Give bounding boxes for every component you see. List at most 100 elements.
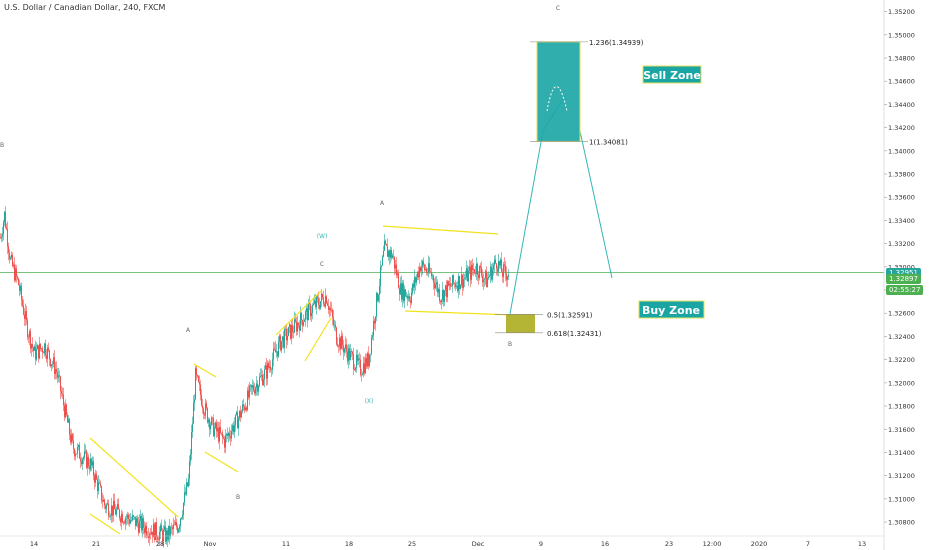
candle-body — [429, 263, 430, 272]
candle-body — [414, 277, 415, 288]
wave-label: C — [556, 5, 560, 12]
candle-body — [353, 354, 354, 370]
candle-body — [173, 524, 174, 530]
price-tick-label: 1.32000 — [888, 379, 915, 387]
candle-body — [154, 523, 155, 541]
candle-body — [368, 353, 369, 367]
candle-body — [370, 353, 371, 355]
candle-body — [310, 304, 311, 317]
candle-body — [170, 527, 171, 537]
candle-body — [335, 324, 336, 328]
candle-body — [112, 505, 113, 516]
price-tick-label: 1.30800 — [888, 519, 915, 527]
candle-body — [41, 348, 42, 350]
candle-body — [417, 271, 418, 278]
time-tick-label: 11 — [282, 540, 290, 548]
candle-body — [383, 250, 384, 257]
candle-body — [404, 289, 405, 302]
candle-body — [243, 404, 244, 407]
candle-body — [297, 322, 298, 332]
time-tick-label: 28 — [156, 540, 164, 548]
candle-body — [364, 363, 365, 374]
candle-body — [182, 514, 183, 518]
candle-body — [280, 335, 281, 351]
candle-body — [343, 345, 344, 353]
candle-body — [30, 331, 31, 349]
price-tick-label: 1.32400 — [888, 333, 915, 341]
candle-body — [94, 475, 95, 483]
time-tick-label: Dec — [472, 540, 485, 548]
candle-body — [1, 236, 2, 239]
trendline — [89, 513, 121, 535]
candle-body — [61, 391, 62, 394]
candle-body — [0, 237, 1, 239]
candle-body — [352, 351, 353, 355]
time-tick-label: 21 — [92, 540, 100, 548]
candle-body — [119, 509, 120, 519]
candle-body — [285, 329, 286, 330]
price-tick-label: 1.32600 — [888, 310, 915, 318]
candle-body — [210, 424, 211, 430]
candle-body — [132, 515, 133, 521]
candle-body — [45, 343, 46, 356]
candle-body — [381, 265, 382, 267]
price-tick-label: 1.31200 — [888, 472, 915, 480]
candle-body — [82, 459, 83, 465]
candle-body — [123, 522, 124, 523]
candle-body — [122, 513, 123, 523]
time-tick-label: 14 — [30, 540, 38, 548]
candle-body — [346, 344, 347, 352]
candle-body — [120, 518, 121, 523]
candle-body — [73, 440, 74, 450]
candle-body — [137, 518, 138, 524]
candle-body — [497, 268, 498, 272]
candle-body — [201, 394, 202, 406]
candle-body — [238, 418, 239, 429]
candle-body — [406, 295, 407, 297]
candle-body — [109, 516, 110, 517]
candle-body — [440, 301, 441, 303]
candle-body — [140, 516, 141, 521]
candle-body — [86, 450, 87, 468]
price-tick-label: 1.33800 — [888, 171, 915, 179]
candle-body — [129, 519, 130, 524]
candle-body — [52, 363, 53, 365]
candle-body — [49, 350, 50, 359]
trendline — [382, 225, 499, 235]
candle-body — [83, 457, 84, 460]
candle-body — [194, 399, 195, 404]
candle-body — [44, 343, 45, 354]
candle-body — [471, 264, 472, 280]
candle-body — [232, 425, 233, 432]
candle-body — [259, 377, 260, 386]
candle-body — [32, 344, 33, 348]
candle-body — [450, 283, 451, 287]
candle-body — [486, 271, 487, 288]
candle-body — [85, 450, 86, 452]
candle-body — [117, 503, 118, 510]
candle-body — [220, 427, 221, 433]
candle-body — [127, 514, 128, 519]
candle-body — [333, 317, 334, 325]
price-tick-label: 1.34400 — [888, 101, 915, 109]
candle-body — [103, 499, 104, 502]
fib-0618-label: 0.618(1.32431) — [547, 330, 602, 338]
candle-body — [413, 283, 414, 288]
candle-body — [453, 275, 454, 284]
projection-line — [579, 130, 613, 279]
candle-body — [134, 516, 135, 518]
candle-body — [283, 336, 284, 348]
candle-body — [229, 433, 230, 437]
price-tick-label: 1.31000 — [888, 495, 915, 503]
candle-body — [376, 292, 377, 317]
wave-label: B — [0, 142, 4, 149]
candle-body — [386, 243, 387, 246]
candle-body — [498, 260, 499, 272]
candle-body — [128, 514, 129, 520]
candle-body — [115, 509, 116, 515]
candle-body — [88, 457, 89, 467]
candle-body — [277, 351, 278, 357]
candle-body — [9, 252, 10, 260]
candle-body — [303, 321, 304, 326]
